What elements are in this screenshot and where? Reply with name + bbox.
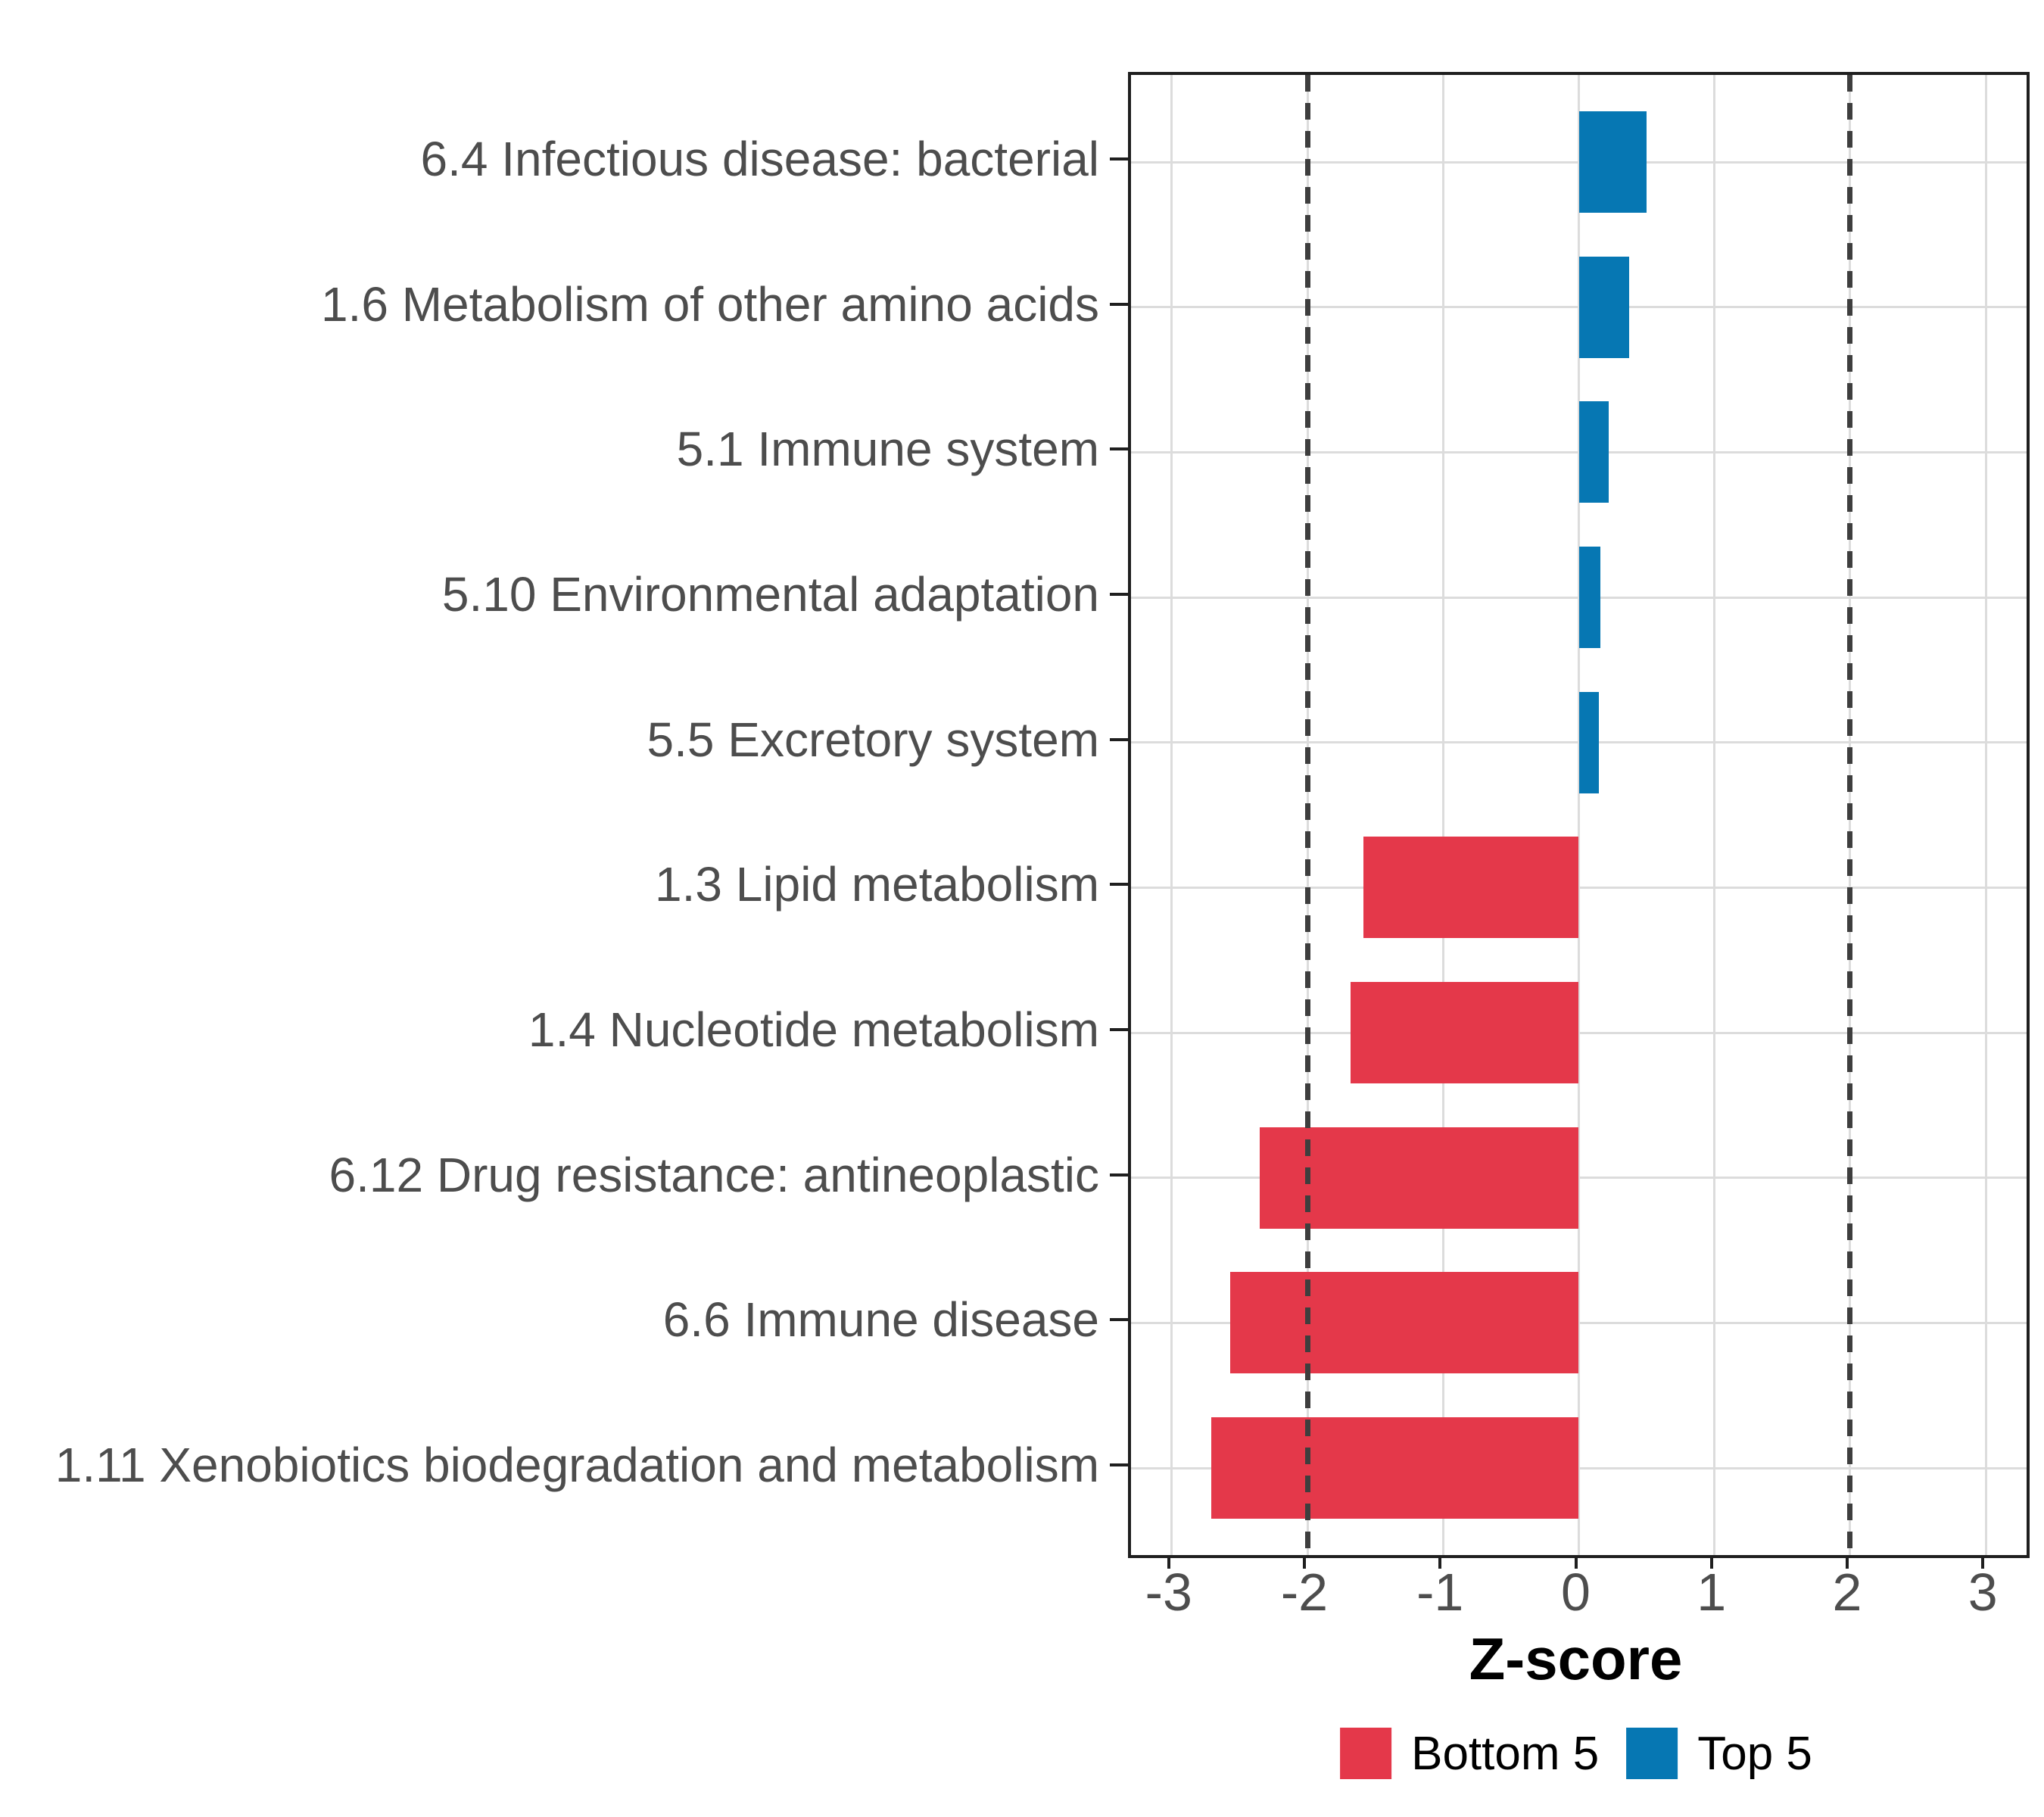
legend: Bottom 5 Top 5: [1340, 1726, 1812, 1781]
x-tick-mark: [1981, 1555, 1985, 1569]
bar: [1578, 401, 1609, 503]
y-gridline: [1131, 886, 2027, 889]
y-axis-label: 1.4 Nucleotide metabolism: [528, 1002, 1099, 1057]
x-gridline: [1441, 75, 1444, 1555]
y-axis-label: 5.10 Environmental adaptation: [441, 567, 1099, 622]
x-tick-label: 0: [1561, 1563, 1591, 1622]
y-gridline: [1131, 1031, 2027, 1034]
reference-line-dashed: [1304, 75, 1310, 1555]
x-tick-mark: [1709, 1555, 1713, 1569]
x-tick-label: -1: [1416, 1563, 1464, 1622]
y-tick-mark: [1110, 1173, 1128, 1177]
x-tick-label: 3: [1968, 1563, 1998, 1622]
y-axis-label: 1.3 Lipid metabolism: [655, 857, 1099, 912]
y-tick-mark: [1110, 1463, 1128, 1466]
y-axis-label: 6.4 Infectious disease: bacterial: [420, 132, 1099, 186]
y-tick-mark: [1110, 593, 1128, 596]
bar: [1260, 1127, 1579, 1229]
legend-swatch-top5: [1626, 1728, 1678, 1779]
x-tick-label: 1: [1697, 1563, 1727, 1622]
y-axis-label: 6.6 Immune disease: [662, 1292, 1099, 1348]
bar: [1211, 1417, 1579, 1519]
x-tick-mark: [1438, 1555, 1442, 1569]
y-axis-label: 1.11 Xenobiotics biodegradation and meta…: [55, 1438, 1099, 1492]
y-axis-label: 5.1 Immune system: [676, 422, 1099, 477]
x-gridline: [1984, 75, 1987, 1555]
x-gridline: [1170, 75, 1173, 1555]
y-tick-mark: [1110, 1318, 1128, 1322]
bar: [1578, 111, 1647, 213]
y-tick-mark: [1110, 157, 1128, 161]
x-tick-mark: [1574, 1555, 1578, 1569]
reference-line-dashed: [1847, 75, 1853, 1555]
y-tick-mark: [1110, 447, 1128, 451]
x-gridline: [1578, 75, 1580, 1555]
x-tick-mark: [1303, 1555, 1306, 1569]
x-tick-label: -2: [1280, 1563, 1329, 1622]
bar: [1578, 691, 1600, 793]
x-tick-mark: [1845, 1555, 1849, 1569]
y-tick-mark: [1110, 737, 1128, 741]
y-tick-mark: [1110, 1028, 1128, 1031]
y-tick-mark: [1110, 302, 1128, 306]
bar: [1578, 256, 1629, 358]
x-gridline: [1713, 75, 1716, 1555]
bar: [1363, 837, 1579, 939]
legend-swatch-bottom5: [1340, 1728, 1392, 1779]
x-tick-label: 2: [1832, 1563, 1862, 1622]
plot-panel: [1128, 72, 2030, 1558]
x-tick-label: -3: [1145, 1563, 1192, 1622]
y-axis-label: 6.12 Drug resistance: antineoplastic: [329, 1147, 1099, 1202]
legend-label-top5: Top 5: [1697, 1727, 1812, 1780]
y-tick-mark: [1110, 883, 1128, 887]
legend-label-bottom5: Bottom 5: [1411, 1727, 1600, 1780]
bar: [1578, 547, 1601, 648]
x-axis-title: Z-score: [1469, 1625, 1683, 1692]
x-tick-mark: [1167, 1555, 1170, 1569]
y-gridline: [1131, 1321, 2027, 1324]
bar: [1351, 982, 1579, 1083]
y-gridline: [1131, 1466, 2027, 1469]
y-axis-label: 5.5 Excretory system: [647, 712, 1100, 767]
bar: [1229, 1272, 1579, 1374]
y-gridline: [1131, 1177, 2027, 1180]
y-axis-label: 1.6 Metabolism of other amino acids: [320, 276, 1099, 332]
